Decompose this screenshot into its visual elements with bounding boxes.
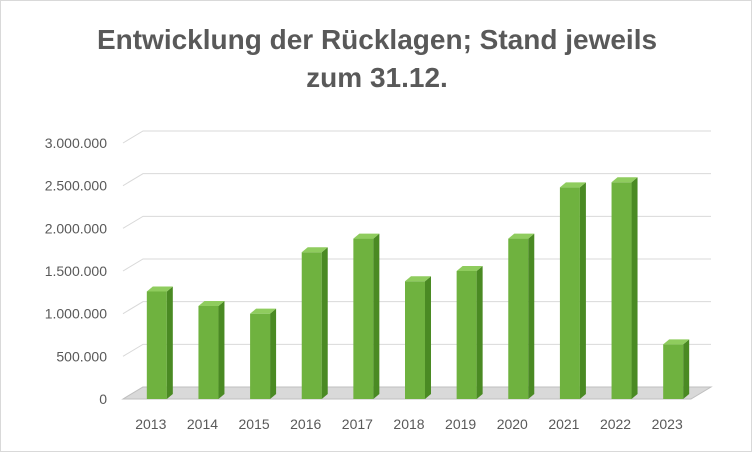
bar-side-2022 <box>631 177 638 399</box>
bar-2018 <box>405 281 425 399</box>
bar-top-2015 <box>250 308 277 314</box>
x-tick-label: 2017 <box>342 416 373 432</box>
bar-side-2013 <box>166 286 173 399</box>
bar-top-2020 <box>508 233 535 239</box>
bar-top-2022 <box>611 177 638 183</box>
x-tick-label: 2013 <box>135 416 166 432</box>
bar-side-2014 <box>218 300 225 399</box>
x-tick-label: 2016 <box>290 416 321 432</box>
bar-side-2016 <box>321 247 328 399</box>
bar-top-2019 <box>456 266 483 271</box>
bar-top-2014 <box>198 300 225 306</box>
bar-top-2017 <box>353 233 380 239</box>
x-tick-label: 2019 <box>445 416 476 432</box>
x-tick-label: 2020 <box>497 416 528 432</box>
x-tick-label: 2022 <box>600 416 631 432</box>
y-tick-label: 2.500.000 <box>45 178 107 194</box>
bar-top-2018 <box>405 276 431 282</box>
x-tick-label: 2015 <box>239 416 270 432</box>
y-axis-labels: 0 500.000 1.000.000 1.500.000 2.000.000 2.500… <box>45 135 108 407</box>
chart-title-line-2: zum 31.12. <box>306 62 448 93</box>
bar-top-2023 <box>663 339 690 345</box>
x-axis-labels: 2013 2014 2015 2016 2017 2018 2019 2020 2021 2022… <box>135 416 683 432</box>
bar-2020 <box>508 238 529 399</box>
bar-2016 <box>301 252 322 399</box>
bar-top-2016 <box>301 247 328 253</box>
bar-2023 <box>663 344 684 399</box>
y-tick-label: 1.000.000 <box>45 306 107 322</box>
chart-title-line-1: Entwicklung der Rücklagen; Stand jeweils <box>96 24 658 55</box>
bar-2014 <box>198 305 219 399</box>
bar-2022 <box>611 182 632 399</box>
x-tick-label: 2023 <box>652 416 683 432</box>
x-tick-label: 2014 <box>187 416 218 432</box>
bar-side-2023 <box>683 339 690 399</box>
y-tick-label: 2.000.000 <box>45 220 107 236</box>
bar-side-2018 <box>425 276 431 399</box>
bar-2019 <box>456 271 477 399</box>
x-tick-label: 2021 <box>548 416 579 432</box>
y-tick-label: 1.500.000 <box>45 263 107 279</box>
bar-2017 <box>353 238 374 399</box>
bar-2013 <box>146 291 167 399</box>
bar-side-2015 <box>270 308 277 399</box>
bar-side-2020 <box>528 233 535 399</box>
bar-side-2017 <box>373 233 380 399</box>
gridline <box>122 173 711 187</box>
bar-side-2021 <box>579 182 586 399</box>
bar-2021 <box>559 187 580 399</box>
bar-top-2013 <box>146 286 173 292</box>
y-tick-label: 500.000 <box>56 348 107 364</box>
x-tick-label: 2018 <box>393 416 424 432</box>
bar-side-2019 <box>476 266 483 399</box>
bars <box>146 177 690 399</box>
gridline <box>122 215 711 229</box>
y-tick-label: 0 <box>99 391 107 407</box>
gridline <box>122 130 711 144</box>
bar-top-2021 <box>559 182 586 188</box>
bar-2015 <box>250 313 271 399</box>
y-tick-label: 3.000.000 <box>45 135 107 151</box>
chart-title: Entwicklung der Rücklagen; Stand jeweils… <box>1 21 752 97</box>
